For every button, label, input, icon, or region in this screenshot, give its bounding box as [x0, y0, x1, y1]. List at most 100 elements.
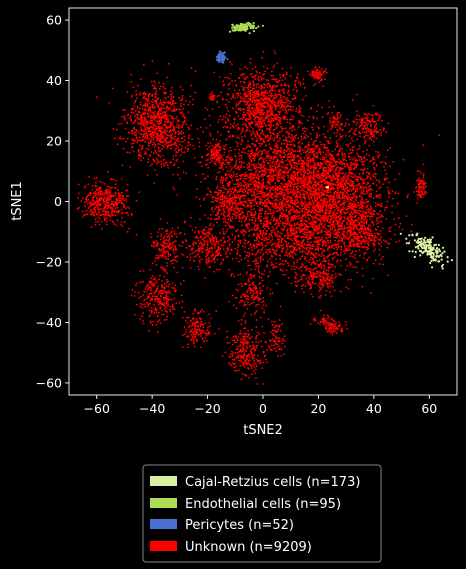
data-point	[185, 172, 187, 175]
data-point	[112, 194, 115, 197]
data-point	[141, 92, 144, 95]
data-point	[327, 154, 330, 157]
data-point	[233, 118, 236, 121]
data-point	[280, 106, 283, 108]
data-point	[260, 97, 263, 100]
data-point	[302, 82, 305, 85]
data-point	[120, 122, 123, 125]
data-point	[126, 184, 129, 186]
data-point	[177, 137, 180, 140]
data-point	[224, 76, 227, 79]
data-point	[327, 242, 330, 244]
data-point	[356, 152, 358, 155]
data-point	[180, 149, 182, 152]
data-point	[140, 120, 143, 122]
data-point	[170, 122, 173, 124]
data-point	[107, 204, 110, 207]
data-point	[88, 176, 91, 178]
data-point	[241, 138, 243, 141]
data-point	[343, 165, 346, 168]
data-point	[238, 148, 241, 151]
data-point	[133, 121, 136, 124]
data-point	[177, 119, 180, 121]
data-point	[253, 174, 256, 177]
data-point	[274, 109, 277, 111]
data-point	[302, 189, 304, 192]
data-point	[282, 135, 284, 137]
data-point	[346, 118, 349, 121]
data-point	[212, 210, 215, 213]
data-point	[284, 98, 287, 100]
data-point	[291, 165, 293, 167]
data-point	[262, 99, 265, 102]
data-point	[245, 103, 248, 106]
data-point	[259, 158, 262, 160]
data-point	[313, 140, 316, 143]
data-point	[284, 108, 286, 111]
data-point	[94, 211, 97, 214]
data-point	[121, 202, 124, 204]
data-point	[161, 127, 164, 129]
data-point	[120, 212, 123, 215]
data-point	[109, 206, 111, 209]
data-point	[233, 89, 236, 92]
data-point	[103, 194, 106, 197]
data-point	[234, 175, 237, 178]
data-point	[140, 78, 142, 81]
data-point	[127, 214, 129, 216]
data-point	[255, 176, 258, 179]
data-point	[96, 197, 99, 200]
data-point	[282, 75, 284, 78]
data-point	[222, 178, 225, 181]
data-point	[244, 81, 247, 84]
data-point	[158, 108, 161, 111]
data-point	[251, 137, 254, 140]
data-point	[284, 166, 287, 169]
data-point	[124, 127, 127, 130]
data-point	[135, 199, 138, 202]
data-point	[331, 112, 334, 114]
data-point	[262, 111, 265, 114]
data-point	[368, 113, 371, 116]
data-point	[126, 90, 129, 93]
data-point	[155, 152, 158, 155]
data-point	[247, 140, 250, 143]
data-point	[262, 166, 265, 168]
data-point	[138, 136, 141, 139]
data-point	[325, 68, 327, 70]
data-point	[262, 161, 264, 164]
data-point	[323, 125, 326, 128]
data-point	[267, 152, 269, 155]
data-point	[273, 64, 276, 67]
data-point	[261, 137, 264, 140]
data-point	[218, 143, 221, 145]
data-point	[259, 207, 262, 209]
data-point	[277, 196, 280, 198]
data-point	[159, 99, 162, 102]
data-point	[237, 127, 240, 129]
data-point	[270, 170, 273, 173]
data-point	[221, 97, 224, 100]
data-point	[165, 91, 167, 94]
data-point	[88, 206, 91, 209]
data-point	[171, 129, 174, 131]
data-point	[281, 160, 284, 163]
data-point	[227, 84, 230, 86]
data-point	[125, 211, 127, 214]
data-point	[389, 165, 392, 168]
data-point	[164, 163, 167, 166]
data-point	[251, 76, 254, 79]
data-point	[188, 101, 191, 104]
data-point	[150, 151, 153, 153]
data-point	[153, 182, 156, 185]
data-point	[280, 96, 282, 99]
data-point	[320, 68, 323, 70]
data-point	[130, 118, 133, 121]
data-point	[305, 178, 307, 181]
data-point	[91, 211, 93, 213]
data-point	[383, 127, 386, 130]
data-point	[268, 118, 270, 121]
data-point	[177, 126, 180, 128]
data-point	[364, 127, 367, 129]
data-point	[336, 124, 339, 127]
